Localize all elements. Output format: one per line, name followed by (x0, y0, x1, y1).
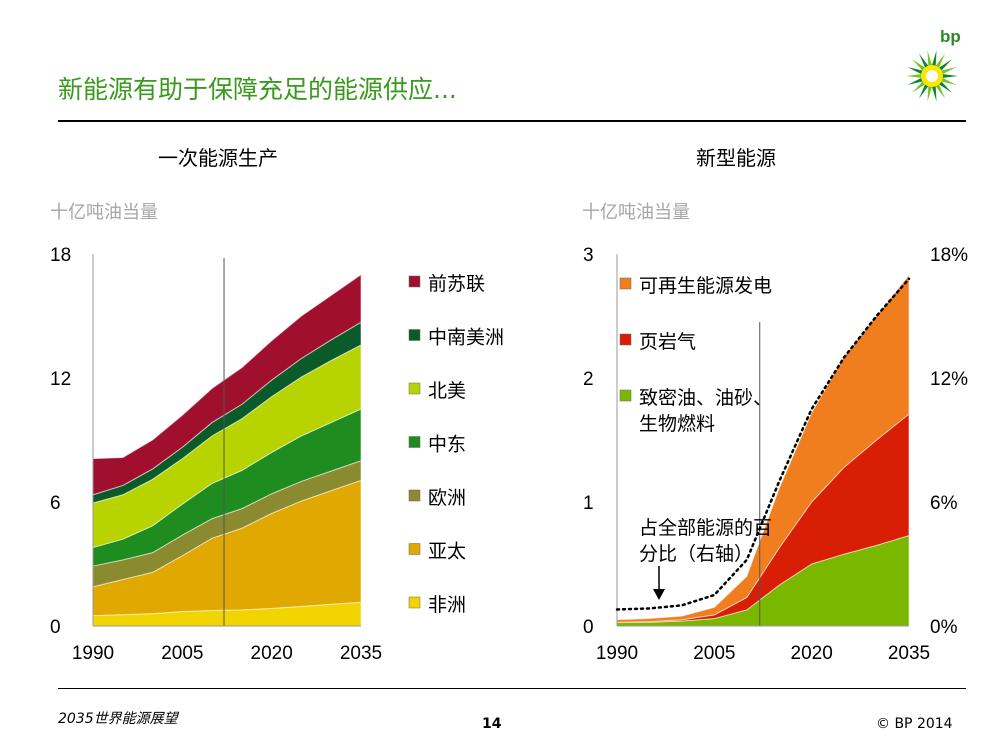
footer-divider (58, 688, 966, 689)
y-tick-label: 3 (583, 245, 594, 266)
legend-swatch (408, 596, 421, 609)
legend-swatch (408, 489, 421, 502)
x-tick-label: 1990 (72, 643, 114, 664)
legend-label: 亚太 (428, 541, 466, 563)
bp-helios-logo-icon: bp (906, 27, 961, 102)
right-y-tick-label: 6% (930, 493, 958, 514)
share-of-total-line (615, 277, 911, 611)
copyright: © BP 2014 (876, 716, 953, 732)
x-tick-label: 2035 (888, 643, 930, 664)
x-tick-label: 2005 (161, 643, 203, 664)
area-前苏联 (92, 273, 362, 496)
x-tick-label: 2005 (693, 643, 735, 664)
legend-swatch (408, 436, 421, 448)
x-tick-label: 2020 (251, 643, 293, 664)
title-divider (58, 120, 966, 122)
y-tick-label: 0 (50, 617, 61, 638)
y-tick-label: 0 (583, 617, 594, 638)
x-tick-label: 2020 (791, 643, 833, 664)
y-tick-label: 1 (583, 493, 594, 514)
footer-report-title: 2035世界能源展望 (58, 711, 178, 727)
left-chart-title: 一次能源生产 (158, 146, 278, 170)
legend-label: 前苏联 (428, 273, 485, 295)
legend-swatch (619, 277, 632, 290)
legend-swatch (408, 329, 421, 341)
share-annotation: 占全部能源的百分比（右轴） (639, 517, 772, 565)
slide-title: 新能源有助于保障充足的能源供应... (58, 75, 457, 104)
legend-label: 致密油、油砂、生物燃料 (639, 387, 772, 435)
legend-label: 中南美洲 (428, 327, 504, 349)
legend-label: 中东 (428, 434, 466, 456)
legend-swatch (619, 389, 632, 402)
area-可再生能源发电 (616, 273, 910, 623)
right-y-tick-label: 18% (930, 245, 968, 266)
page-number: 14 (482, 716, 502, 732)
right-chart-title: 新型能源 (696, 146, 776, 170)
legend-label: 页岩气 (639, 331, 696, 353)
annotation-arrowhead (653, 589, 665, 600)
legend-swatch (408, 275, 421, 288)
x-tick-label: 2035 (340, 643, 382, 664)
legend-label: 欧洲 (428, 487, 466, 509)
legend-label: 可再生能源发电 (639, 275, 772, 297)
legend-swatch (619, 333, 632, 346)
y-tick-label: 2 (583, 369, 594, 390)
right-y-tick-label: 0% (930, 617, 958, 638)
right-y-tick-label: 12% (930, 369, 968, 390)
legend-swatch (408, 382, 421, 395)
legend-label: 北美 (428, 380, 466, 402)
x-tick-label: 1990 (596, 643, 638, 664)
y-tick-label: 6 (50, 493, 61, 514)
logo-text: bp (940, 27, 961, 46)
legend-swatch (408, 543, 421, 555)
y-tick-label: 18 (50, 245, 71, 266)
left-unit-label: 十亿吨油当量 (50, 202, 158, 223)
right-unit-label: 十亿吨油当量 (582, 202, 690, 223)
legend-label: 非洲 (428, 594, 466, 616)
y-tick-label: 12 (50, 369, 71, 390)
